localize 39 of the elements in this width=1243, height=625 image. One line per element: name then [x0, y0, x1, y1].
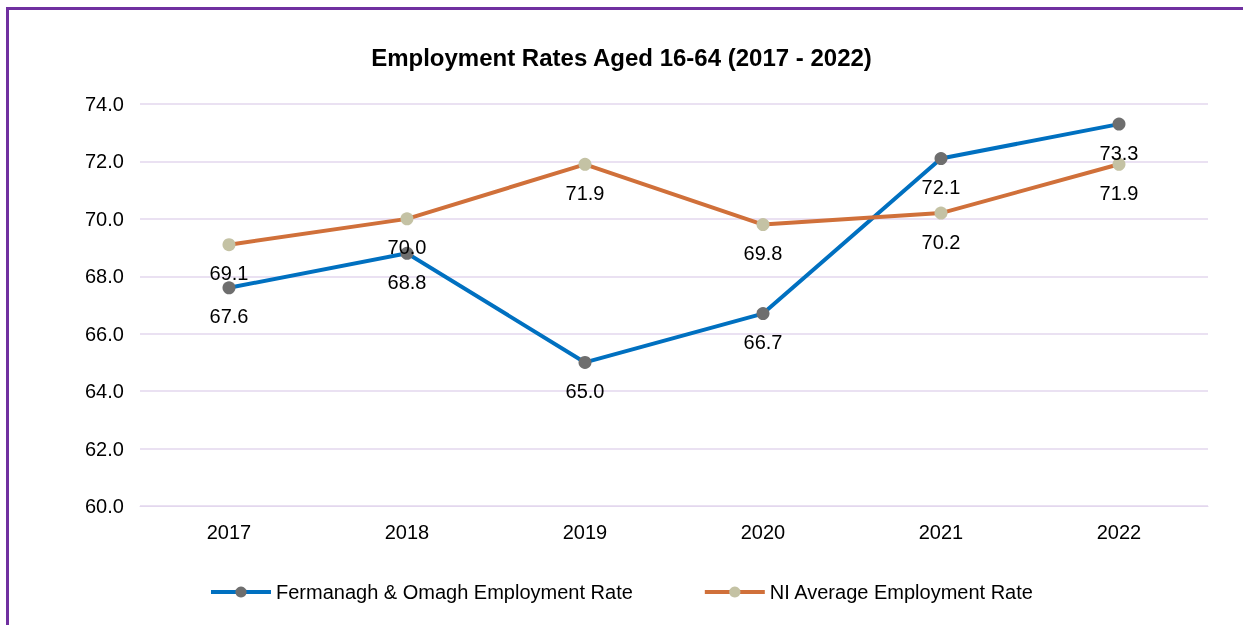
data-label: 70.0 — [387, 236, 427, 259]
point — [222, 281, 236, 295]
y-tick-label: 68.0 — [85, 265, 124, 288]
x-tick-label: 2021 — [918, 521, 964, 543]
legend-label: NI Average Employment Rate — [769, 581, 1033, 603]
point — [756, 218, 770, 232]
data-label: 72.1 — [921, 176, 961, 199]
chart-title: Employment Rates Aged 16-64 (2017 - 2022) — [371, 43, 872, 71]
x-tick-label: 2022 — [1096, 521, 1142, 543]
data-label: 68.8 — [387, 270, 427, 293]
data-label: 69.8 — [743, 242, 783, 265]
legend-label: Fermanagh & Omagh Employment Rate — [275, 581, 633, 603]
point — [222, 238, 236, 252]
data-label: 71.9 — [1099, 181, 1139, 204]
point — [578, 157, 592, 171]
point — [578, 355, 592, 369]
data-label: 66.7 — [743, 331, 783, 354]
data-label: 67.6 — [209, 305, 249, 328]
y-tick-label: 62.0 — [85, 437, 124, 460]
point — [1112, 117, 1126, 131]
data-label: 70.2 — [921, 230, 961, 253]
data-label: 71.9 — [565, 181, 605, 204]
y-tick-label: 64.0 — [85, 380, 124, 403]
y-tick-label: 74.0 — [85, 93, 124, 115]
x-tick-label: 2018 — [384, 521, 430, 543]
point — [934, 206, 948, 220]
data-label: 65.0 — [565, 379, 605, 402]
y-tick-label: 66.0 — [85, 322, 124, 345]
point — [934, 152, 948, 166]
data-label: 69.1 — [209, 262, 249, 285]
x-tick-label: 2019 — [562, 521, 608, 543]
point — [400, 212, 414, 226]
x-tick-label: 2017 — [206, 521, 252, 543]
point — [756, 307, 770, 321]
y-tick-label: 60.0 — [85, 495, 124, 517]
y-tick-label: 70.0 — [85, 207, 124, 230]
y-tick-label: 72.0 — [85, 150, 124, 173]
data-label: 73.3 — [1099, 141, 1139, 164]
x-tick-label: 2020 — [740, 521, 786, 543]
